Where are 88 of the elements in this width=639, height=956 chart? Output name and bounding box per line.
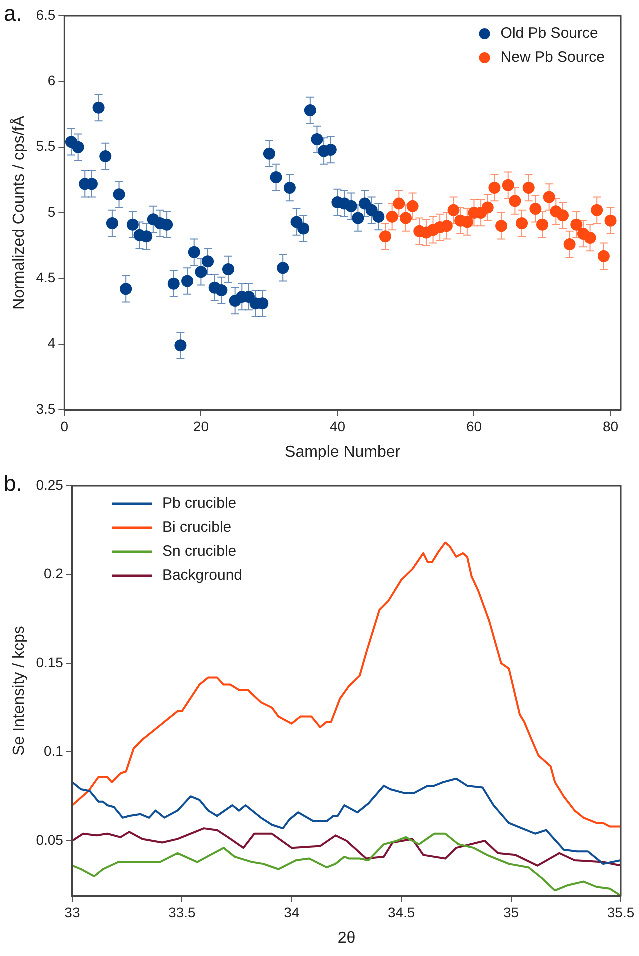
text: b. <box>4 471 22 496</box>
point <box>502 179 514 192</box>
point <box>188 246 200 258</box>
point <box>304 104 316 117</box>
point <box>509 195 522 208</box>
legend-label: New Pb Source <box>500 49 605 66</box>
y-tick-label: 0.1 <box>44 743 64 760</box>
x-tick-label: 35 <box>504 904 520 920</box>
point <box>591 204 604 216</box>
point <box>284 182 296 194</box>
legend-label: Bi crucible <box>162 519 232 536</box>
point <box>174 340 187 352</box>
point <box>379 230 392 243</box>
point <box>202 256 214 268</box>
point <box>488 182 501 194</box>
point <box>126 218 139 231</box>
y-tick-label: 0.15 <box>36 654 64 670</box>
y-tick-label: 0.2 <box>44 566 64 582</box>
point <box>570 218 583 231</box>
point <box>72 141 84 154</box>
point <box>482 202 494 214</box>
point <box>352 212 364 224</box>
legend-label: Pb crucible <box>162 495 237 512</box>
point <box>604 214 617 227</box>
y-tick-label: 6.5 <box>36 6 56 23</box>
point <box>393 198 406 210</box>
point <box>298 222 310 235</box>
point <box>195 266 208 278</box>
point <box>100 150 112 163</box>
point <box>564 238 576 251</box>
y-tick-label: 0.05 <box>36 832 64 848</box>
x-axis-title: Sample Number <box>285 444 402 461</box>
x-tick-label: 34.5 <box>388 904 416 920</box>
x-axis-title: 2θ <box>338 930 356 947</box>
x-tick-label: 20 <box>193 418 210 434</box>
point <box>270 172 282 184</box>
text: a. <box>4 1 22 26</box>
point <box>543 191 556 204</box>
point <box>140 230 153 243</box>
point <box>496 220 508 232</box>
point <box>222 263 234 276</box>
y-tick-label: 3.5 <box>36 400 56 417</box>
point <box>406 200 419 212</box>
point <box>113 188 126 201</box>
point <box>120 283 132 296</box>
point <box>161 218 174 231</box>
point <box>345 200 358 212</box>
point <box>92 102 105 114</box>
x-tick-label: 80 <box>602 418 619 434</box>
y-tick-label: 6 <box>48 72 56 89</box>
x-tick-label: 33.5 <box>168 904 196 920</box>
point <box>584 232 596 244</box>
point <box>598 250 610 262</box>
y-tick-label: 0.25 <box>36 476 64 493</box>
x-tick-label: 33 <box>64 904 80 920</box>
point <box>530 203 542 216</box>
x-tick-label: 34 <box>284 904 300 920</box>
point <box>216 284 228 296</box>
point <box>366 204 378 216</box>
y-tick-label: 4 <box>48 335 56 352</box>
point <box>182 275 194 288</box>
x-tick-label: 60 <box>466 418 482 434</box>
point <box>290 216 303 228</box>
x-tick-label: 40 <box>330 418 346 434</box>
point <box>400 212 412 224</box>
y-axis-title: Se Intensity / kcps <box>11 626 28 756</box>
point <box>263 148 276 160</box>
point <box>359 198 372 210</box>
y-tick-label: 4.5 <box>36 270 56 286</box>
point <box>106 218 118 230</box>
point <box>556 210 569 222</box>
legend-label: Sn crucible <box>162 543 237 560</box>
y-axis-title: Normalized Counts / cps/fÅ <box>10 116 28 310</box>
point <box>536 218 548 231</box>
point <box>522 182 535 194</box>
x-tick-label: 0 <box>60 418 69 434</box>
point <box>311 133 324 146</box>
point <box>168 278 180 290</box>
point <box>516 218 528 230</box>
point <box>448 204 460 216</box>
x-tick-label: 35.5 <box>607 904 635 920</box>
y-tick-label: 5.5 <box>36 138 56 154</box>
y-tick-label: 5 <box>48 204 56 220</box>
legend-label: Background <box>162 567 243 584</box>
point <box>386 210 398 223</box>
point <box>277 262 290 274</box>
legend-label: Old Pb Source <box>500 25 598 42</box>
point <box>372 210 385 223</box>
